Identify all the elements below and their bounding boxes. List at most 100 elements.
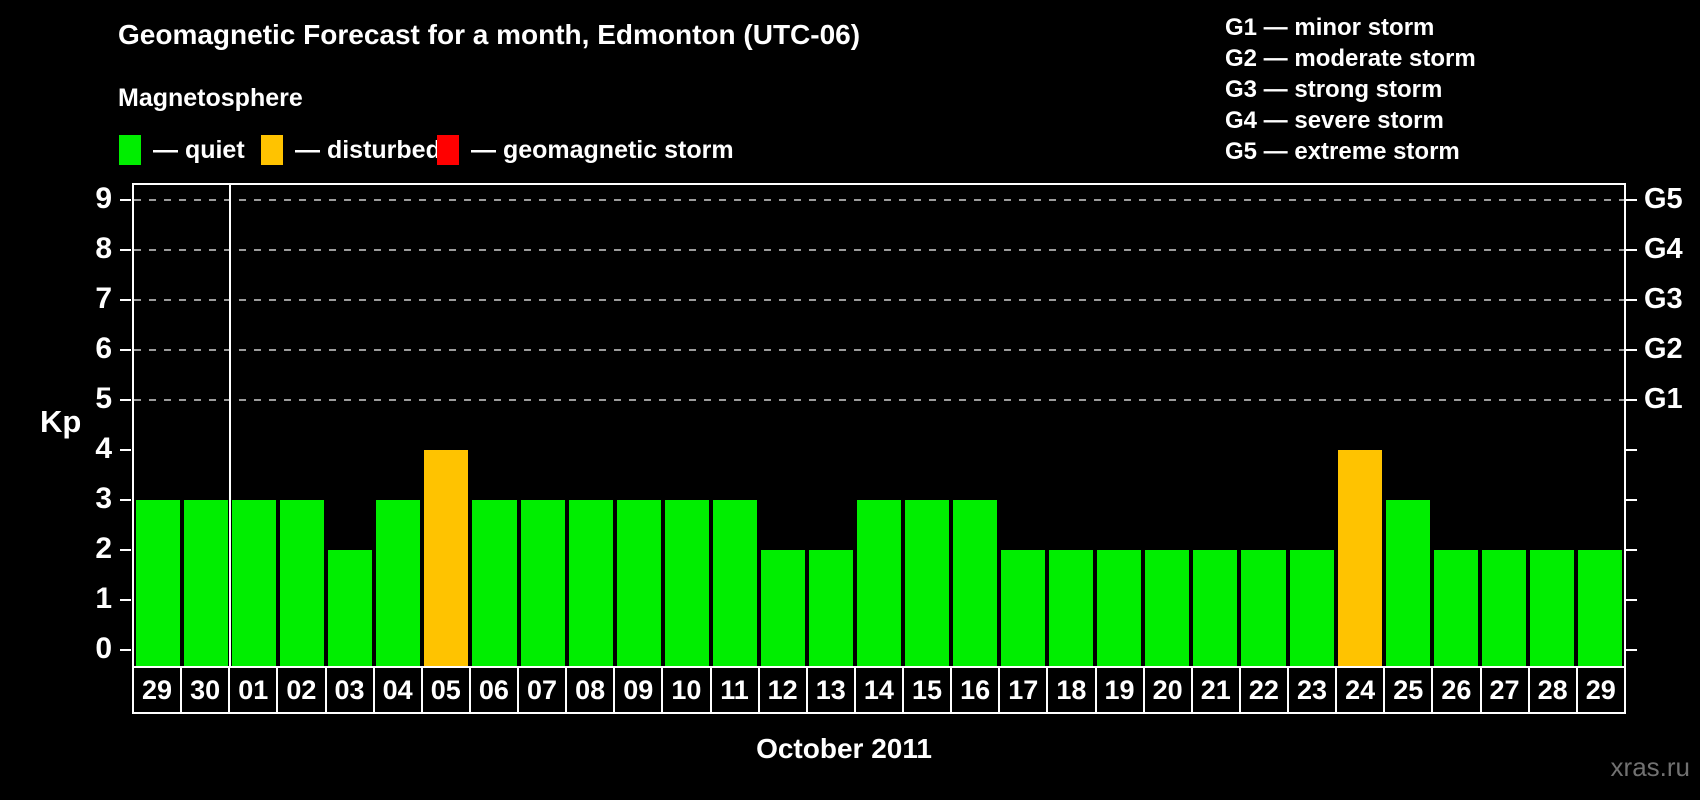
day-cell: 07 xyxy=(519,668,568,712)
gridline-kp-6 xyxy=(134,349,1624,351)
day-cell: 12 xyxy=(759,668,808,712)
kp-bar-day-13 xyxy=(808,550,853,666)
y-axis-label-0: 0 xyxy=(95,632,112,665)
left-axis-tick-1 xyxy=(120,599,131,601)
legend-item-disturbed: — disturbed xyxy=(261,134,441,166)
left-axis-tick-5 xyxy=(120,399,131,401)
y-axis-label-2: 2 xyxy=(95,532,112,565)
right-axis-tick-4 xyxy=(1626,449,1637,451)
day-cell: 30 xyxy=(182,668,231,712)
right-axis-tick-8 xyxy=(1626,249,1637,251)
left-axis-tick-7 xyxy=(120,299,131,301)
storm-scale-line: G5 — extreme storm xyxy=(1225,138,1460,165)
right-axis-label-G3: G3 xyxy=(1644,283,1683,315)
right-axis-label-G1: G1 xyxy=(1644,383,1683,415)
storm-color-swatch xyxy=(437,135,459,165)
x-axis-day-row: 29 30 01 02 03 04 05 06 07 08 09 10 11 12 13 14 15 16 17 18… xyxy=(132,666,1626,714)
day-cell: 22 xyxy=(1240,668,1289,712)
x-axis-title: October 2011 xyxy=(756,733,932,764)
gridline-kp-7 xyxy=(134,299,1624,301)
watermark: xras.ru xyxy=(1610,752,1690,782)
day-cell: 20 xyxy=(1144,668,1193,712)
right-axis-tick-6 xyxy=(1626,349,1637,351)
day-cell: 27 xyxy=(1481,668,1530,712)
kp-bar-day-30 xyxy=(184,500,229,666)
kp-bar-day-17 xyxy=(1001,550,1046,666)
kp-bar-day-29 xyxy=(136,500,181,666)
kp-bar-day-02 xyxy=(280,500,325,666)
y-axis-label-9: 9 xyxy=(95,182,112,215)
right-axis-tick-0 xyxy=(1626,649,1637,651)
kp-bar-day-04 xyxy=(376,500,421,666)
kp-bar-day-29 xyxy=(1577,550,1622,666)
kp-bar-day-16 xyxy=(953,500,998,666)
page-title: Geomagnetic Forecast for a month, Edmont… xyxy=(118,19,861,50)
legend-label-storm: — geomagnetic storm xyxy=(471,135,734,164)
kp-bar-day-24 xyxy=(1337,450,1382,666)
storm-scale-legend: G1 — minor storm G2 — moderate storm G3 — … xyxy=(1225,12,1476,167)
day-cell: 08 xyxy=(567,668,616,712)
kp-bar-day-18 xyxy=(1049,550,1094,666)
left-axis-tick-0 xyxy=(120,649,131,651)
kp-bar-day-22 xyxy=(1241,550,1286,666)
right-axis-tick-7 xyxy=(1626,299,1637,301)
legend-item-storm: — geomagnetic storm xyxy=(437,134,734,166)
kp-bar-day-09 xyxy=(616,500,661,666)
day-cell: 03 xyxy=(326,668,375,712)
gridline-kp-9 xyxy=(134,199,1624,201)
legend-item-quiet: — quiet xyxy=(119,134,245,166)
kp-bar-day-23 xyxy=(1289,550,1334,666)
left-axis-tick-4 xyxy=(120,449,131,451)
kp-bar-day-05 xyxy=(424,450,469,666)
day-cell: 14 xyxy=(855,668,904,712)
day-cell: 04 xyxy=(374,668,423,712)
left-axis-tick-3 xyxy=(120,499,131,501)
day-cell: 13 xyxy=(807,668,856,712)
left-axis-tick-2 xyxy=(120,549,131,551)
kp-bar-day-26 xyxy=(1433,550,1478,666)
day-cell: 05 xyxy=(422,668,471,712)
day-cell: 29 xyxy=(1577,668,1624,712)
gridline-kp-8 xyxy=(134,249,1624,251)
day-cell: 28 xyxy=(1529,668,1578,712)
month-boundary-line xyxy=(229,185,232,666)
storm-scale-line: G4 — severe storm xyxy=(1225,107,1444,134)
kp-bar-day-20 xyxy=(1145,550,1190,666)
left-axis-tick-9 xyxy=(120,199,131,201)
y-axis-label-6: 6 xyxy=(95,332,112,365)
y-axis-label-5: 5 xyxy=(95,382,112,415)
day-cell: 09 xyxy=(615,668,664,712)
day-cell: 02 xyxy=(278,668,327,712)
right-axis-tick-1 xyxy=(1626,599,1637,601)
kp-bar-day-01 xyxy=(232,500,277,666)
day-cell: 19 xyxy=(1096,668,1145,712)
kp-bar-day-08 xyxy=(568,500,613,666)
day-cell: 29 xyxy=(134,668,183,712)
day-cell: 15 xyxy=(904,668,953,712)
kp-bar-day-11 xyxy=(712,500,757,666)
day-cell: 01 xyxy=(230,668,279,712)
quiet-color-swatch xyxy=(119,135,141,165)
left-axis-tick-6 xyxy=(120,349,131,351)
day-cell: 17 xyxy=(1000,668,1049,712)
day-cell: 23 xyxy=(1289,668,1338,712)
legend-label-quiet: — quiet xyxy=(153,135,245,164)
storm-scale-line: G3 — strong storm xyxy=(1225,76,1443,103)
kp-bar-day-15 xyxy=(905,500,950,666)
kp-bar-day-25 xyxy=(1385,500,1430,666)
kp-bar-day-19 xyxy=(1097,550,1142,666)
kp-bar-day-21 xyxy=(1193,550,1238,666)
y-axis-label-1: 1 xyxy=(95,582,112,615)
kp-bar-day-03 xyxy=(328,550,373,666)
day-cell: 21 xyxy=(1192,668,1241,712)
storm-scale-line: G1 — minor storm xyxy=(1225,14,1435,41)
y-axis-title: Kp xyxy=(40,404,82,439)
y-axis-label-7: 7 xyxy=(95,282,112,315)
y-axis-label-8: 8 xyxy=(95,232,112,265)
right-axis-tick-9 xyxy=(1626,199,1637,201)
chart-subtitle: Magnetosphere xyxy=(118,84,303,112)
day-cell: 25 xyxy=(1385,668,1434,712)
right-axis-label-G5: G5 xyxy=(1644,183,1683,215)
right-axis-tick-2 xyxy=(1626,549,1637,551)
